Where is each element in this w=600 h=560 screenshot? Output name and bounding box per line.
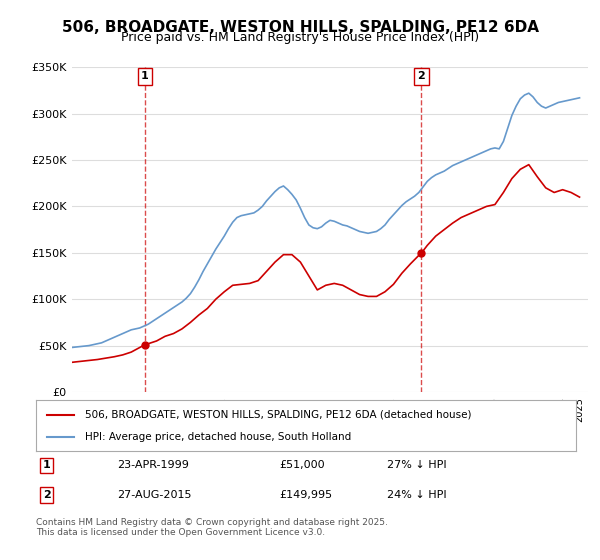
Text: 506, BROADGATE, WESTON HILLS, SPALDING, PE12 6DA (detached house): 506, BROADGATE, WESTON HILLS, SPALDING, … — [85, 409, 471, 419]
Text: Contains HM Land Registry data © Crown copyright and database right 2025.
This d: Contains HM Land Registry data © Crown c… — [36, 518, 388, 538]
Text: HPI: Average price, detached house, South Holland: HPI: Average price, detached house, Sout… — [85, 432, 351, 442]
Text: 27-AUG-2015: 27-AUG-2015 — [117, 490, 191, 500]
Text: 1: 1 — [141, 72, 149, 82]
Text: 24% ↓ HPI: 24% ↓ HPI — [387, 490, 446, 500]
Text: 506, BROADGATE, WESTON HILLS, SPALDING, PE12 6DA: 506, BROADGATE, WESTON HILLS, SPALDING, … — [62, 20, 539, 35]
Text: Price paid vs. HM Land Registry's House Price Index (HPI): Price paid vs. HM Land Registry's House … — [121, 31, 479, 44]
Text: 2: 2 — [43, 490, 50, 500]
Text: £149,995: £149,995 — [279, 490, 332, 500]
Text: 23-APR-1999: 23-APR-1999 — [117, 460, 189, 470]
Text: 2: 2 — [418, 72, 425, 82]
Text: £51,000: £51,000 — [279, 460, 325, 470]
Text: 27% ↓ HPI: 27% ↓ HPI — [387, 460, 446, 470]
Text: 1: 1 — [43, 460, 50, 470]
